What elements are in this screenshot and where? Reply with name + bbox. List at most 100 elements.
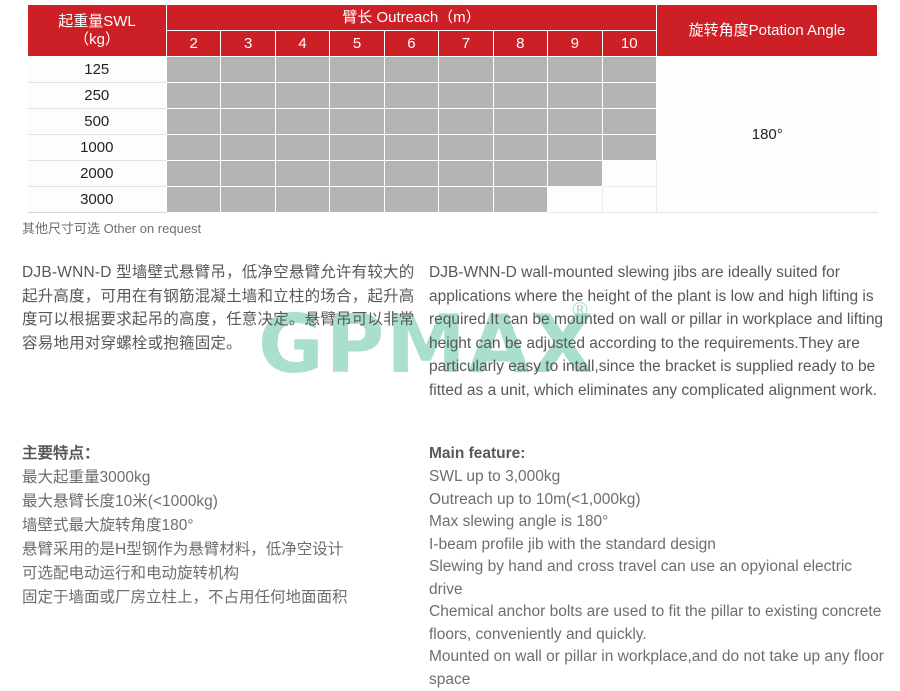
capacity-cell-2000kg-6m xyxy=(383,160,440,187)
spec-table-container: 起重量SWL （kg） 臂长 Outreach（m） 旋转角度Potation … xyxy=(27,4,878,213)
capacity-cell-1000kg-10m xyxy=(601,134,657,161)
header-row-outreach-values: 2 3 4 5 6 7 8 9 10 xyxy=(28,30,878,57)
capacity-cell-250kg-6m xyxy=(383,82,440,109)
header-outreach-8m: 8 xyxy=(492,30,549,57)
capacity-cell-2000kg-2m xyxy=(165,160,222,187)
capacity-cell-500kg-3m xyxy=(220,108,276,135)
swl-value-cell: 1000 xyxy=(27,134,167,161)
capacity-cell-1000kg-8m xyxy=(492,134,549,161)
capacity-cell-500kg-9m xyxy=(547,108,603,135)
swl-value-cell: 3000 xyxy=(27,186,167,213)
features-en-column: Main feature: SWL up to 3,000kg Outreach … xyxy=(429,443,884,691)
capacity-cell-3000kg-4m xyxy=(274,186,331,213)
list-item: Chemical anchor bolts are used to fit th… xyxy=(429,603,882,643)
capacity-cell-125kg-7m xyxy=(438,56,494,83)
spec-table: 起重量SWL （kg） 臂长 Outreach（m） 旋转角度Potation … xyxy=(27,4,878,213)
header-outreach-4m: 4 xyxy=(274,30,331,57)
header-outreach-3m: 3 xyxy=(220,30,276,57)
capacity-cell-125kg-9m xyxy=(547,56,603,83)
description-en-column: DJB-WNN-D wall-mounted slewing jibs are … xyxy=(429,261,884,402)
capacity-cell-2000kg-3m xyxy=(220,160,276,187)
header-outreach: 臂长 Outreach（m） xyxy=(166,4,657,31)
capacity-cell-1000kg-9m xyxy=(547,134,603,161)
list-item: Mounted on wall or pillar in workplace,a… xyxy=(429,648,884,688)
list-item: 最大起重量3000kg xyxy=(22,469,151,486)
capacity-cell-500kg-4m xyxy=(274,108,331,135)
capacity-cell-3000kg-8m xyxy=(492,186,549,213)
capacity-cell-250kg-10m xyxy=(601,82,657,109)
capacity-cell-125kg-2m xyxy=(165,56,222,83)
capacity-cell-125kg-3m xyxy=(220,56,276,83)
capacity-cell-500kg-5m xyxy=(329,108,385,135)
capacity-cell-2000kg-7m xyxy=(438,160,494,187)
capacity-cell-1000kg-2m xyxy=(165,134,222,161)
rotation-angle-value: 180° xyxy=(656,56,878,213)
table-row: 3000 xyxy=(27,186,878,213)
swl-value-cell: 2000 xyxy=(27,160,167,187)
swl-value-cell: 500 xyxy=(27,108,167,135)
swl-value-cell: 125 xyxy=(27,56,167,83)
other-on-request-note: 其他尺寸可选 Other on request xyxy=(22,221,202,236)
features-cn-title: 主要特点： xyxy=(22,445,100,462)
description-en: DJB-WNN-D wall-mounted slewing jibs are … xyxy=(429,264,884,399)
capacity-cell-1000kg-4m xyxy=(274,134,331,161)
description-cn-column: DJB-WNN-D 型墙壁式悬臂吊，低净空悬臂允许有较大的起升高度，可用在有钢筋… xyxy=(22,261,420,355)
table-row: 500 xyxy=(27,108,878,135)
header-outreach-6m: 6 xyxy=(383,30,440,57)
capacity-cell-3000kg-5m xyxy=(329,186,385,213)
capacity-cell-250kg-9m xyxy=(547,82,603,109)
header-outreach-10m: 10 xyxy=(601,30,657,57)
capacity-cell-3000kg-6m xyxy=(383,186,440,213)
capacity-cell-250kg-8m xyxy=(492,82,549,109)
capacity-cell-2000kg-10m xyxy=(601,160,657,187)
capacity-cell-250kg-3m xyxy=(220,82,276,109)
header-swl: 起重量SWL （kg） xyxy=(27,4,167,57)
capacity-cell-250kg-2m xyxy=(165,82,222,109)
list-item: Max slewing angle is 180° xyxy=(429,513,609,530)
features-en-list: SWL up to 3,000kg Outreach up to 10m(<1,0… xyxy=(429,466,884,691)
list-item: Outreach up to 10m(<1,000kg) xyxy=(429,490,641,508)
capacity-cell-500kg-6m xyxy=(383,108,440,135)
features-en-title: Main feature: xyxy=(429,445,526,462)
swl-value-cell: 250 xyxy=(27,82,167,109)
header-outreach-9m: 9 xyxy=(547,30,603,57)
capacity-cell-125kg-8m xyxy=(492,56,549,83)
features-cn-list: 最大起重量3000kg 最大悬臂长度10米(<1000kg) 墙壁式最大旋转角度18… xyxy=(22,466,420,610)
capacity-cell-2000kg-5m xyxy=(329,160,385,187)
capacity-cell-3000kg-7m xyxy=(438,186,494,213)
features-cn-column: 主要特点： 最大起重量3000kg 最大悬臂长度10米(<1000kg) 墙壁式最大… xyxy=(22,443,420,610)
capacity-cell-1000kg-7m xyxy=(438,134,494,161)
capacity-cell-125kg-4m xyxy=(274,56,331,83)
list-item: I-beam profile jib with the standard des… xyxy=(429,535,716,553)
capacity-cell-2000kg-8m xyxy=(492,160,549,187)
list-item: Slewing by hand and cross travel can use… xyxy=(429,558,853,598)
header-outreach-7m: 7 xyxy=(438,30,494,57)
capacity-cell-2000kg-9m xyxy=(547,160,603,187)
list-item: SWL up to 3,000kg xyxy=(429,468,561,485)
list-item: 最大悬臂长度10米(<1000kg) xyxy=(22,493,218,510)
capacity-cell-500kg-10m xyxy=(601,108,657,135)
header-swl-line1: 起重量SWL xyxy=(58,13,136,31)
capacity-cell-125kg-5m xyxy=(329,56,385,83)
capacity-cell-3000kg-2m xyxy=(165,186,222,213)
table-row: 2000 xyxy=(27,160,878,187)
capacity-cell-250kg-5m xyxy=(329,82,385,109)
list-item: 悬臂采用的是H型钢作为悬臂材料，低净空设计 xyxy=(22,541,344,558)
capacity-cell-125kg-10m xyxy=(601,56,657,83)
capacity-cell-250kg-7m xyxy=(438,82,494,109)
header-rotation-angle: 旋转角度Potation Angle xyxy=(656,4,878,57)
capacity-cell-500kg-8m xyxy=(492,108,549,135)
capacity-cell-3000kg-3m xyxy=(220,186,276,213)
list-item: 墙壁式最大旋转角度180° xyxy=(22,517,194,534)
capacity-cell-500kg-7m xyxy=(438,108,494,135)
capacity-cell-3000kg-9m xyxy=(547,186,603,213)
list-item: 固定于墙面或厂房立柱上，不占用任何地面面积 xyxy=(22,589,348,606)
capacity-cell-250kg-4m xyxy=(274,82,331,109)
capacity-cell-2000kg-4m xyxy=(274,160,331,187)
capacity-cell-125kg-6m xyxy=(383,56,440,83)
capacity-cell-3000kg-10m xyxy=(601,186,657,213)
spec-table-body: 125 180° 250 500 1000 2000 3000 xyxy=(27,56,878,213)
header-outreach-5m: 5 xyxy=(329,30,385,57)
header-row-top: 起重量SWL （kg） 臂长 Outreach（m） 旋转角度Potation … xyxy=(27,4,878,57)
table-row: 125 180° xyxy=(27,56,878,213)
